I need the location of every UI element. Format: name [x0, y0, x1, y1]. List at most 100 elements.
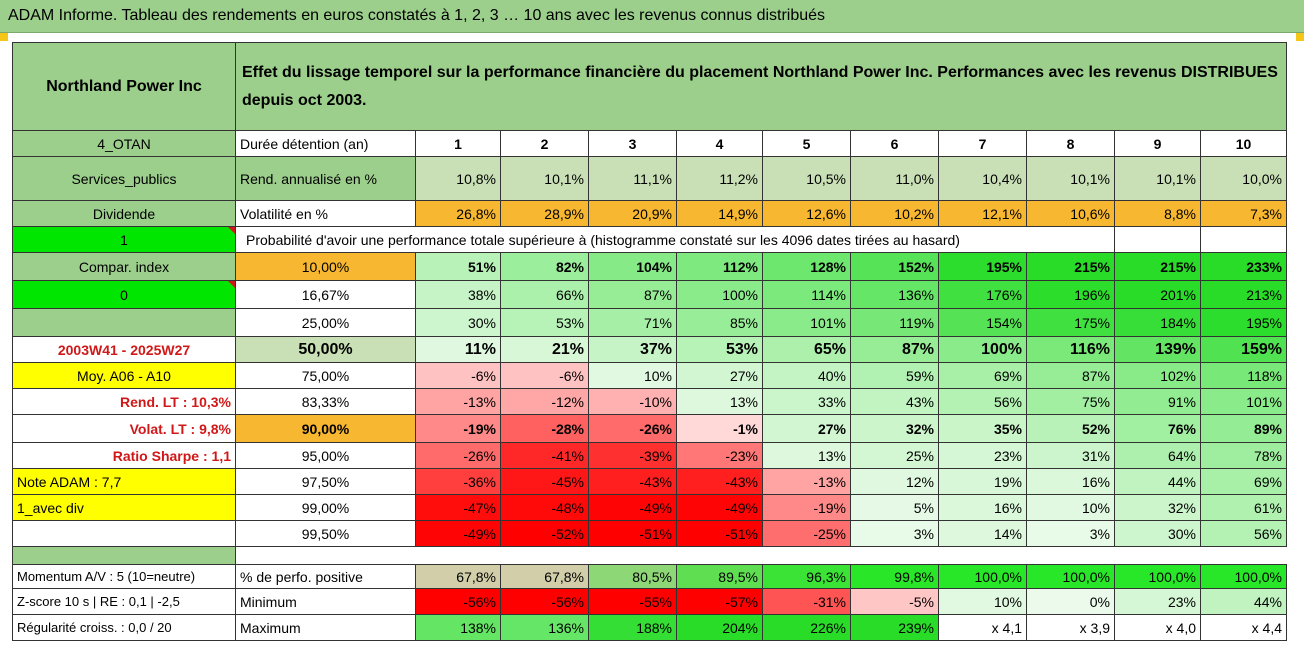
probability-level: 25,00% [235, 308, 416, 337]
value-cell: 239% [850, 614, 939, 641]
value-cell: 10,4% [938, 156, 1027, 201]
value-cell: 215% [1114, 252, 1201, 281]
value-cell: 176% [938, 280, 1027, 309]
value-cell: 213% [1200, 280, 1287, 309]
value-cell: 43% [850, 388, 939, 415]
value-cell: 69% [1200, 468, 1287, 495]
value-cell: 40% [762, 362, 851, 389]
value-cell: 75% [1026, 388, 1115, 415]
corner-marker [0, 33, 8, 41]
value-cell: 116% [1026, 336, 1115, 363]
value-cell: 56% [938, 388, 1027, 415]
empty-cell [1114, 226, 1201, 253]
value-cell: 61% [1200, 494, 1287, 521]
value-cell: 3% [1026, 520, 1115, 547]
value-cell: 152% [850, 252, 939, 281]
value-cell: 195% [1200, 308, 1287, 337]
value-cell: 8 [1026, 130, 1115, 157]
table-row: Ratio Sharpe : 1,1 95,00% -26% -41% -39% -23%… [12, 442, 1287, 469]
value-cell: 23% [938, 442, 1027, 469]
value-cell: 12% [850, 468, 939, 495]
empty-side [12, 520, 236, 547]
empty-cell [1200, 226, 1287, 253]
value-cell: 10,1% [1114, 156, 1201, 201]
value-cell: -43% [676, 468, 763, 495]
value-cell: 100% [676, 280, 763, 309]
table-row [12, 546, 1287, 565]
value-cell: 226% [762, 614, 851, 641]
value-cell: 85% [676, 308, 763, 337]
moy-label: Moy. A06 - A10 [12, 362, 236, 389]
value-cell: 99,8% [850, 564, 939, 589]
table-row: 25,00% 30% 53% 71% 85% 101% 119% 154% 175% 184% 19… [12, 308, 1287, 337]
value-cell: -57% [676, 588, 763, 615]
value-cell: 136% [850, 280, 939, 309]
probability-level: 95,00% [235, 442, 416, 469]
value-cell: 44% [1114, 468, 1201, 495]
value-cell: -51% [588, 520, 677, 547]
value-cell: 32% [850, 414, 939, 443]
value-cell: 100,0% [1114, 564, 1201, 589]
note-adam-label: Note ADAM : 7,7 [12, 468, 236, 495]
value-cell: 37% [588, 336, 677, 363]
company-name: Northland Power Inc [12, 42, 236, 131]
value-cell: 100,0% [938, 564, 1027, 589]
value-cell: -39% [588, 442, 677, 469]
value-cell: 28,9% [500, 200, 589, 227]
value-cell: 20,9% [588, 200, 677, 227]
sharpe-label: Ratio Sharpe : 1,1 [12, 442, 236, 469]
value-cell: 76% [1114, 414, 1201, 443]
value-cell: 2 [500, 130, 589, 157]
value-cell: 128% [762, 252, 851, 281]
table-row: Dividende Volatilité en % 26,8% 28,9% 20,9% 1… [12, 200, 1287, 227]
value-cell: 0% [1026, 588, 1115, 615]
value-cell: 112% [676, 252, 763, 281]
value-cell: 51% [415, 252, 501, 281]
value-cell: 69% [938, 362, 1027, 389]
value-cell: 32% [1114, 494, 1201, 521]
value-cell: 104% [588, 252, 677, 281]
value-cell: -28% [500, 414, 589, 443]
type-label: Dividende [12, 200, 236, 227]
table-row: Momentum A/V : 5 (10=neutre)% de perfo. … [12, 564, 1287, 589]
value-cell: -49% [676, 494, 763, 521]
table-row: 4_OTAN Durée détention (an) 1 2 3 4 5 6 7 8 9 10 [12, 130, 1287, 157]
value-cell: 89% [1200, 414, 1287, 443]
value-cell: 102% [1114, 362, 1201, 389]
duree-label: Durée détention (an) [235, 130, 416, 157]
value-cell: 80,5% [588, 564, 677, 589]
probability-level: 90,00% [235, 414, 416, 443]
vol-label: Volatilité en % [235, 200, 416, 227]
value-cell: 188% [588, 614, 677, 641]
value-cell: -31% [762, 588, 851, 615]
value-cell: 13% [762, 442, 851, 469]
value-cell: 13% [676, 388, 763, 415]
value-cell: -45% [500, 468, 589, 495]
regularite-label: Régularité croiss. : 0,0 / 20 [12, 614, 236, 641]
value-cell: 204% [676, 614, 763, 641]
value-cell: 78% [1200, 442, 1287, 469]
value-cell: 8,8% [1114, 200, 1201, 227]
value-cell: -13% [415, 388, 501, 415]
value-cell: 87% [1026, 362, 1115, 389]
table-row: Moy. A06 - A10 75,00% -6% -6% 10% 27% 40% 59% 69… [12, 362, 1287, 389]
value-cell: -48% [500, 494, 589, 521]
value-cell: 100,0% [1026, 564, 1115, 589]
table-row: Volat. LT : 9,8% 90,00% -19% -28% -26% -1% 27%… [12, 414, 1287, 443]
volat-lt-label: Volat. LT : 9,8% [12, 414, 236, 443]
value-cell: 91% [1114, 388, 1201, 415]
table-row: 1 Probabilité d'avoir une performance tot… [12, 226, 1287, 253]
value-cell: 44% [1200, 588, 1287, 615]
value-cell: 101% [762, 308, 851, 337]
value-cell: x 4,0 [1114, 614, 1201, 641]
rend-lt-label: Rend. LT : 10,3% [12, 388, 236, 415]
value-cell: -12% [500, 388, 589, 415]
value-cell: 10% [1026, 494, 1115, 521]
value-cell: 5% [850, 494, 939, 521]
value-cell: 101% [1200, 388, 1287, 415]
code-label: 4_OTAN [12, 130, 236, 157]
value-cell: 1 [415, 130, 501, 157]
zscore-label: Z-score 10 s | RE : 0,1 | -2,5 [12, 588, 236, 615]
value-cell: 7 [938, 130, 1027, 157]
value-cell: 53% [500, 308, 589, 337]
